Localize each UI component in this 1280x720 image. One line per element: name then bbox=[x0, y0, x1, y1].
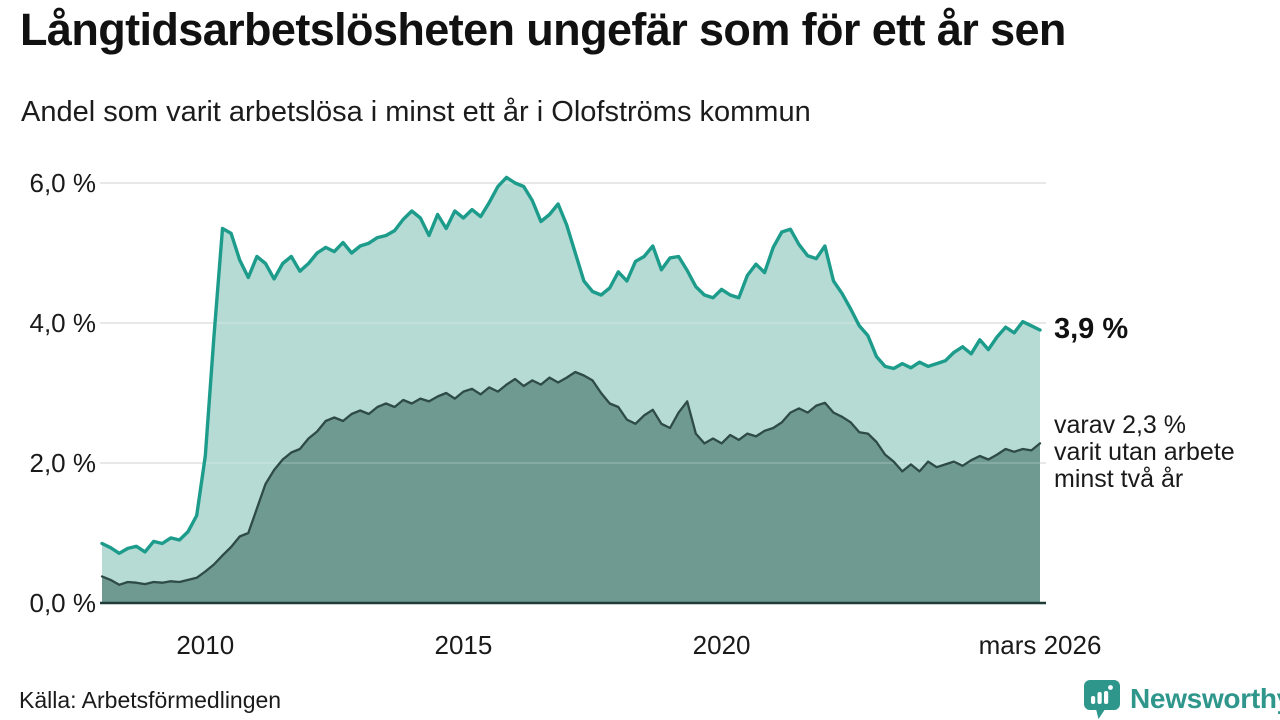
y-axis-label: 2,0 % bbox=[29, 448, 97, 478]
x-axis-label: 2010 bbox=[176, 630, 235, 660]
y-axis-label: 4,0 % bbox=[29, 308, 97, 338]
x-axis-label: 2020 bbox=[692, 630, 751, 660]
newsworthy-logo: Newsworthy bbox=[1082, 678, 1280, 720]
y-axis-label: 6,0 % bbox=[29, 168, 97, 198]
chart-subtitle: Andel som varit arbetslösa i minst ett å… bbox=[21, 96, 811, 128]
latest-value-label: 3,9 % bbox=[1054, 313, 1129, 345]
y-axis-label: 0,0 % bbox=[29, 588, 97, 618]
area-fill-series-2 bbox=[102, 372, 1040, 603]
x-axis-label: 2015 bbox=[434, 630, 493, 660]
chart-title: Långtidsarbetslösheten ungefär som för e… bbox=[20, 4, 1066, 55]
source-label: Källa: Arbetsförmedlingen bbox=[19, 687, 282, 713]
x-axis-label: mars 2026 bbox=[978, 630, 1102, 660]
newsworthy-wordmark: Newsworthy bbox=[1130, 683, 1280, 714]
line-minst-ett-ar bbox=[100, 175, 1042, 555]
secondary-series-label: varav 2,3 % varit utan arbete minst två … bbox=[1054, 411, 1235, 493]
line-minst-tva-ar bbox=[100, 370, 1042, 586]
newsworthy-pin-icon bbox=[1084, 680, 1120, 719]
